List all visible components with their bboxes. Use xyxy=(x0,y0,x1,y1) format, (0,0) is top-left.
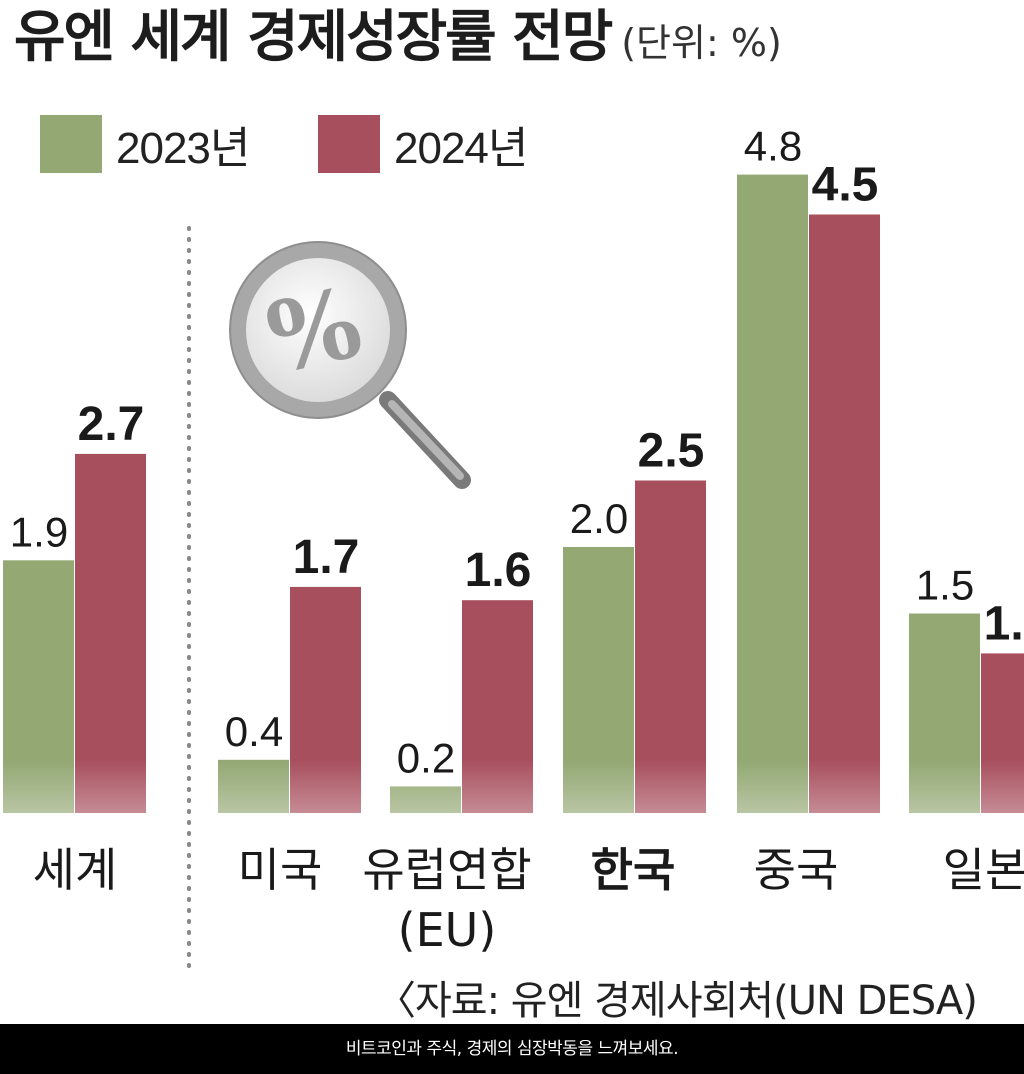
baseline-fade xyxy=(0,760,1024,814)
value-label-2024-3: 2.5 xyxy=(638,425,705,478)
category-label-2-line1: (EU) xyxy=(398,903,497,957)
category-label-1: 미국 xyxy=(238,843,323,897)
value-label-2023-5: 1.5 xyxy=(916,562,974,609)
value-label-2023-0: 1.9 xyxy=(10,508,68,555)
value-label-2024-5: 1.2 xyxy=(984,597,1024,650)
magnifying-glass-percent-icon: % xyxy=(229,241,471,489)
bar-2024-3 xyxy=(635,480,706,813)
category-labels-layer: 세계 미국 유럽연합 (EU) 한국 중국 일본 xyxy=(33,843,1024,957)
legend-swatch-2023 xyxy=(40,115,102,173)
bars-layer xyxy=(0,174,1024,814)
source-note: 〈자료: 유엔 경제사회처(UN DESA) xyxy=(376,978,978,1024)
category-label-0: 세계 xyxy=(33,843,118,897)
chart-area: 1.9 0.4 0.2 2.0 4.8 1.5 2.7 1.7 1.6 2.5 4.5 1.2 세계 미… xyxy=(0,123,1024,972)
value-label-2023-4: 4.8 xyxy=(744,123,802,170)
legend-item-2024: 2024년 xyxy=(318,112,528,176)
value-label-2023-2: 0.2 xyxy=(397,734,455,781)
value-label-2024-2: 1.6 xyxy=(465,544,532,597)
legend-item-2023: 2023년 xyxy=(40,112,250,176)
value-label-2024-0: 2.7 xyxy=(78,398,145,451)
legend-label-2023: 2023년 xyxy=(116,124,250,173)
footer-banner: 비트코인과 주식, 경제의 심장박동을 느껴보세요. xyxy=(0,1024,1024,1074)
value-label-2024-1: 1.7 xyxy=(293,531,360,584)
value-label-2023-1: 0.4 xyxy=(225,708,283,755)
category-label-2-line0: 유럽연합 xyxy=(362,843,531,897)
legend-swatch-2024 xyxy=(318,115,380,173)
value-labels-layer: 1.9 0.4 0.2 2.0 4.8 1.5 2.7 1.7 1.6 2.5 4.5 1.2 xyxy=(10,123,1024,782)
bar-2023-4 xyxy=(737,174,808,814)
value-label-2023-3: 2.0 xyxy=(570,495,628,542)
legend-label-2024: 2024년 xyxy=(394,124,528,173)
value-label-2024-4: 4.5 xyxy=(812,159,879,212)
bar-2024-4 xyxy=(809,214,880,813)
header: 유엔 세계 경제성장률 전망 (단위: %) xyxy=(14,0,782,73)
bar-2024-0 xyxy=(75,453,146,813)
category-label-4: 중국 xyxy=(754,843,839,897)
unit-note: (단위: %) xyxy=(621,21,782,65)
category-label-5: 일본 xyxy=(943,843,1024,897)
category-label-3: 한국 xyxy=(591,843,676,897)
chart-title: 유엔 세계 경제성장률 전망 xyxy=(14,5,613,70)
